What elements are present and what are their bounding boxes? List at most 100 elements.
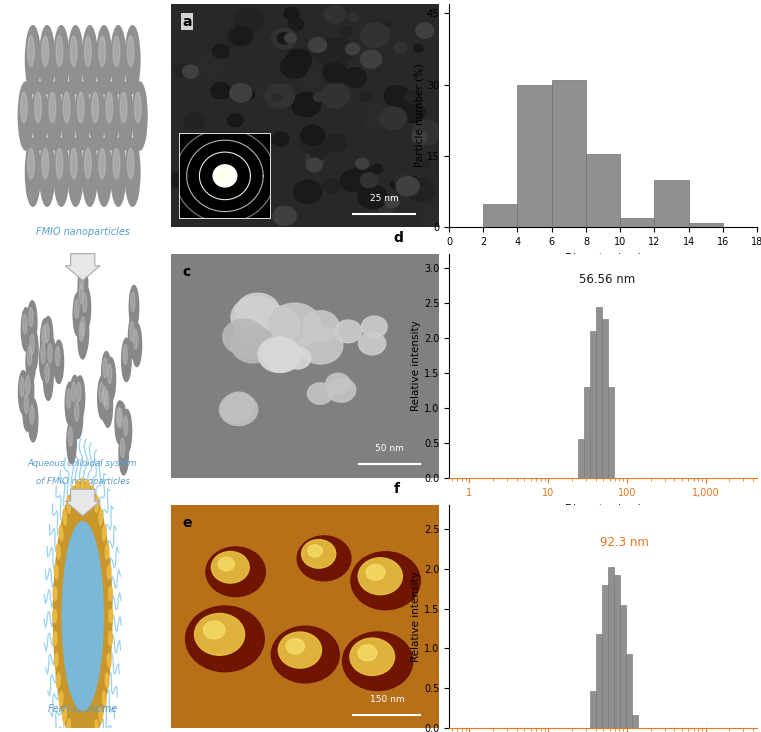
Circle shape	[81, 286, 91, 329]
Text: of FMIO nanoparticles: of FMIO nanoparticles	[36, 477, 129, 487]
Bar	[590, 691, 596, 728]
Circle shape	[23, 314, 27, 334]
Circle shape	[75, 624, 81, 649]
Circle shape	[81, 627, 87, 651]
Circle shape	[68, 500, 70, 512]
Circle shape	[350, 638, 395, 676]
Circle shape	[42, 325, 46, 345]
Circle shape	[103, 82, 119, 150]
Circle shape	[97, 376, 107, 419]
Circle shape	[60, 528, 63, 541]
Circle shape	[46, 337, 56, 381]
Circle shape	[133, 329, 138, 349]
Circle shape	[78, 619, 80, 630]
Circle shape	[342, 632, 412, 690]
Circle shape	[314, 40, 342, 64]
Circle shape	[76, 627, 78, 638]
Circle shape	[67, 420, 76, 464]
Circle shape	[127, 149, 134, 179]
Circle shape	[99, 149, 106, 179]
Circle shape	[54, 588, 57, 600]
Circle shape	[421, 160, 430, 167]
Circle shape	[113, 36, 119, 67]
Circle shape	[253, 306, 301, 346]
Circle shape	[63, 710, 65, 723]
Circle shape	[326, 378, 355, 402]
Circle shape	[27, 36, 34, 67]
Circle shape	[123, 345, 127, 365]
Circle shape	[56, 346, 60, 366]
Circle shape	[56, 566, 58, 579]
Circle shape	[53, 482, 112, 732]
Circle shape	[102, 351, 111, 395]
Circle shape	[113, 149, 119, 179]
Circle shape	[18, 370, 28, 414]
Circle shape	[26, 340, 36, 383]
Circle shape	[97, 26, 111, 94]
Circle shape	[99, 382, 103, 402]
Circle shape	[361, 316, 387, 337]
Circle shape	[272, 94, 282, 102]
Circle shape	[286, 638, 304, 654]
Circle shape	[106, 544, 109, 557]
Circle shape	[88, 614, 91, 625]
Circle shape	[53, 586, 56, 600]
Circle shape	[323, 63, 347, 83]
Circle shape	[273, 206, 296, 225]
Circle shape	[193, 59, 211, 74]
Polygon shape	[65, 254, 100, 280]
Circle shape	[82, 138, 97, 206]
Circle shape	[383, 20, 391, 28]
Circle shape	[314, 92, 323, 101]
Circle shape	[78, 315, 88, 359]
Circle shape	[91, 611, 93, 622]
Bar	[608, 567, 614, 728]
Circle shape	[79, 310, 89, 354]
Circle shape	[40, 337, 49, 381]
Circle shape	[90, 608, 95, 632]
Circle shape	[230, 83, 252, 102]
Circle shape	[189, 157, 217, 182]
Circle shape	[42, 36, 49, 67]
Circle shape	[400, 102, 425, 122]
Circle shape	[78, 92, 84, 123]
Circle shape	[75, 402, 79, 421]
Y-axis label: Particle number (%): Particle number (%)	[414, 64, 424, 168]
Circle shape	[129, 285, 139, 329]
Bar	[483, 203, 517, 228]
Circle shape	[234, 7, 263, 31]
Circle shape	[406, 178, 435, 201]
Circle shape	[394, 42, 406, 53]
Circle shape	[72, 382, 76, 401]
Circle shape	[82, 293, 87, 313]
Circle shape	[81, 317, 85, 337]
Circle shape	[24, 395, 28, 414]
Circle shape	[53, 610, 56, 622]
Circle shape	[310, 145, 328, 160]
Circle shape	[284, 7, 299, 20]
Circle shape	[70, 149, 77, 179]
Circle shape	[110, 632, 113, 646]
Circle shape	[358, 332, 386, 355]
Circle shape	[81, 482, 84, 496]
Circle shape	[405, 91, 421, 104]
Bar	[578, 439, 584, 478]
Circle shape	[223, 319, 266, 354]
Circle shape	[288, 18, 304, 31]
Circle shape	[111, 26, 126, 94]
Circle shape	[67, 723, 70, 732]
Text: 25 nm: 25 nm	[370, 194, 399, 203]
Circle shape	[242, 145, 259, 160]
Circle shape	[358, 184, 387, 209]
Circle shape	[342, 67, 366, 87]
Circle shape	[86, 485, 89, 498]
Circle shape	[56, 36, 63, 67]
Circle shape	[95, 500, 98, 512]
Circle shape	[81, 478, 84, 491]
Circle shape	[107, 566, 110, 579]
Circle shape	[206, 547, 266, 597]
Circle shape	[228, 114, 243, 127]
Circle shape	[122, 409, 132, 453]
Bar	[620, 605, 626, 728]
Circle shape	[25, 26, 40, 94]
